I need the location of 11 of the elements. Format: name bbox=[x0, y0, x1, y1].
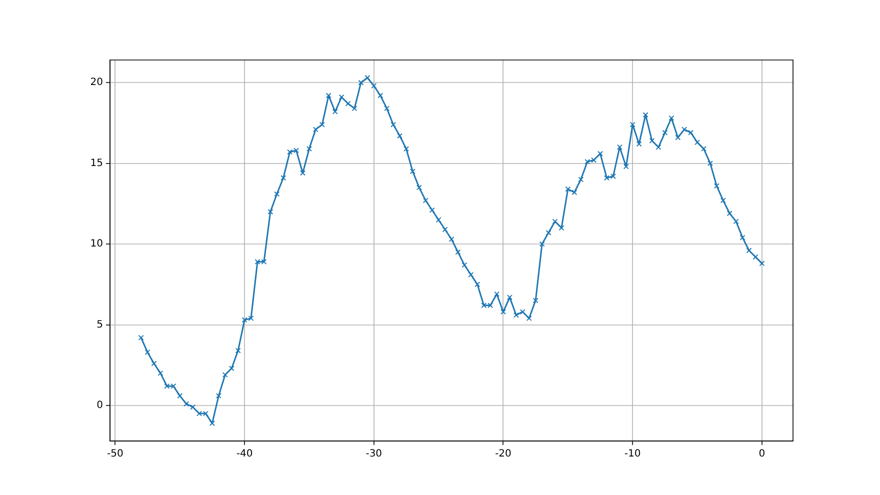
y-tick-label: 15 bbox=[90, 158, 103, 169]
x-tick-label: -20 bbox=[495, 448, 512, 460]
x-tick-label: -30 bbox=[366, 448, 382, 460]
x-tick-label: -40 bbox=[236, 448, 253, 460]
x-tick-label: -50 bbox=[107, 448, 124, 460]
y-tick-label: 10 bbox=[90, 238, 103, 250]
y-tick-label: 0 bbox=[96, 400, 103, 412]
x-tick-label: -10 bbox=[624, 448, 641, 460]
x-tick-label: 0 bbox=[758, 448, 766, 460]
y-tick-label: 20 bbox=[90, 77, 103, 88]
y-tick-label: 5 bbox=[96, 319, 103, 330]
